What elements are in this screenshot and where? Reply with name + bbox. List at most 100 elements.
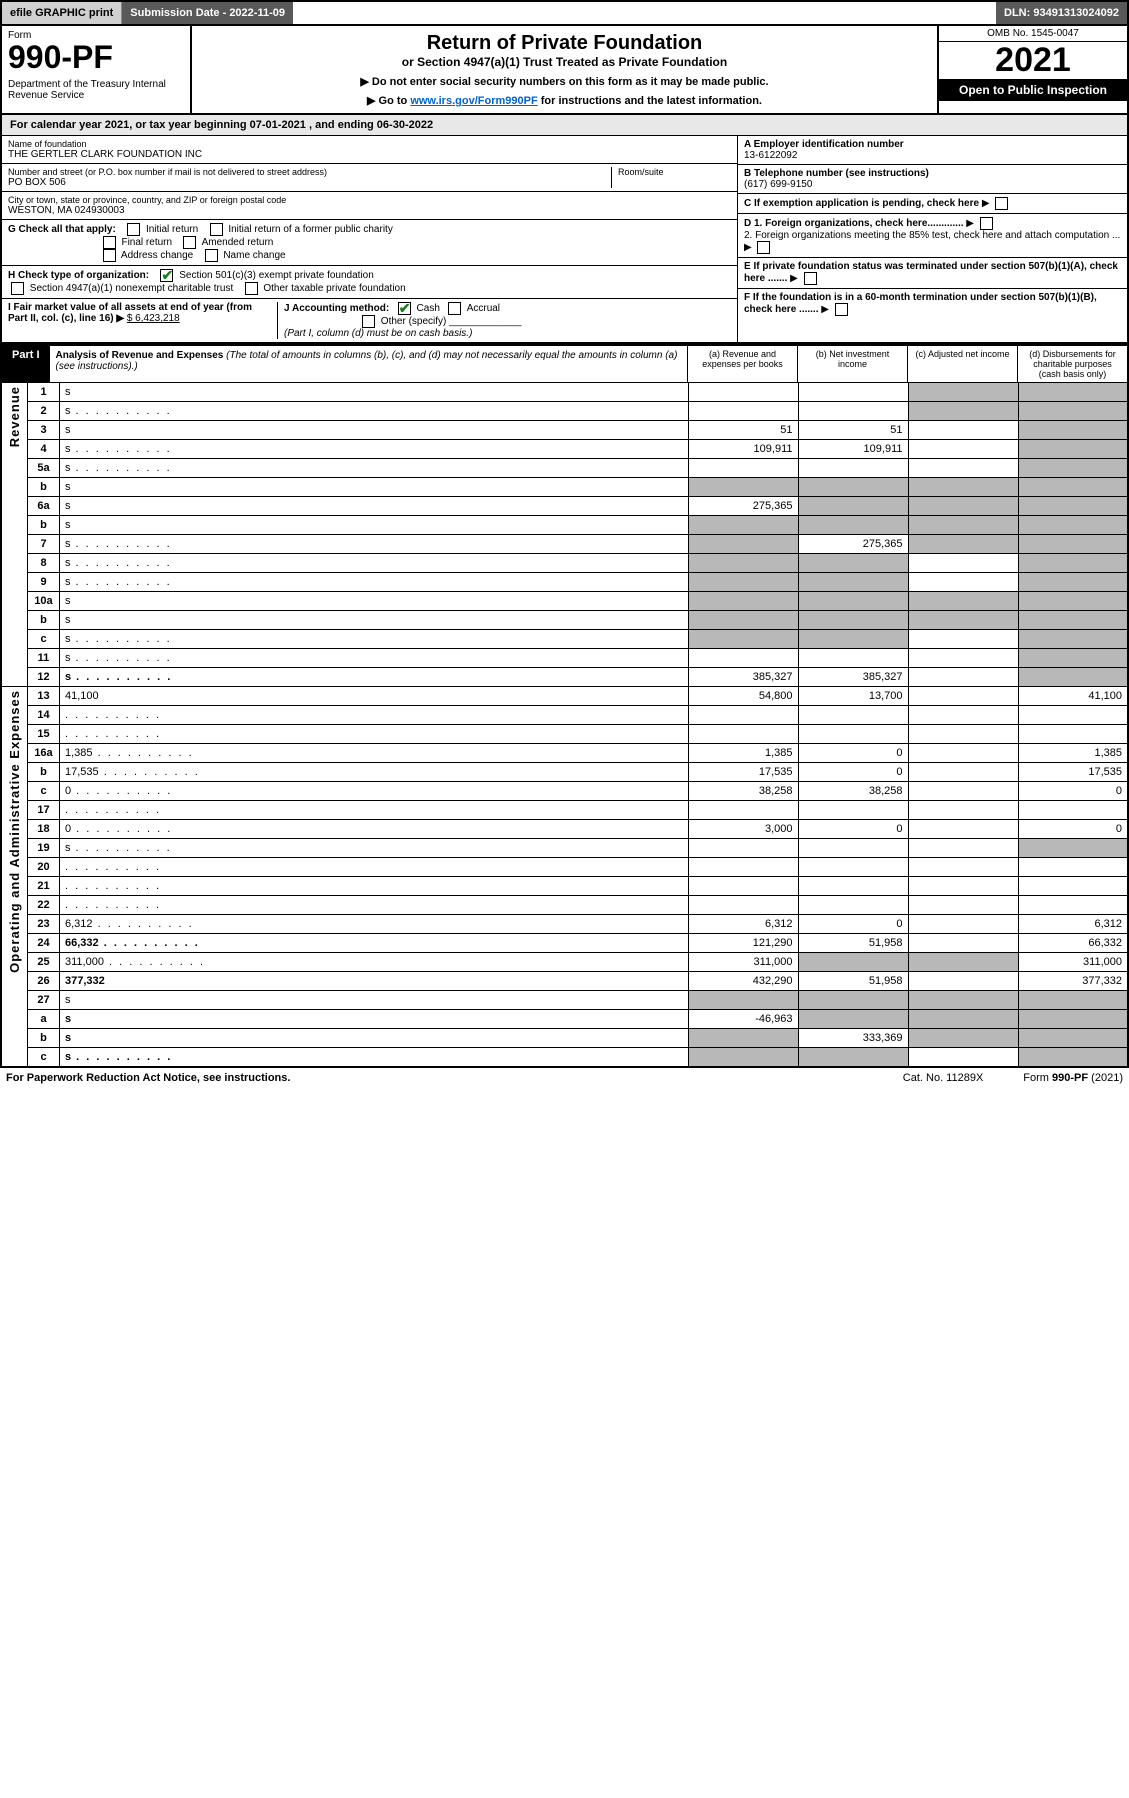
footer-right: Form 990-PF (2021) — [1023, 1072, 1123, 1084]
table-row: 19s — [1, 839, 1128, 858]
table-row: 20 — [1, 858, 1128, 877]
table-row: 1803,00000 — [1, 820, 1128, 839]
table-row: bs — [1, 516, 1128, 535]
chk-d2[interactable] — [757, 241, 770, 254]
chk-other-tax[interactable] — [245, 282, 258, 295]
chk-other-method[interactable] — [362, 315, 375, 328]
chk-initial-former[interactable] — [210, 223, 223, 236]
chk-501c3[interactable] — [160, 269, 173, 282]
room-label: Room/suite — [618, 167, 731, 177]
col-a-hdr: (a) Revenue and expenses per books — [687, 346, 797, 382]
chk-name[interactable] — [205, 249, 218, 262]
footer-left: For Paperwork Reduction Act Notice, see … — [6, 1072, 290, 1084]
table-row: bs — [1, 478, 1128, 497]
city-label: City or town, state or province, country… — [8, 195, 731, 205]
f-label: F If the foundation is in a 60-month ter… — [744, 292, 1097, 315]
h-label: H Check type of organization: — [8, 270, 149, 281]
chk-address[interactable] — [103, 249, 116, 262]
efile-print-btn[interactable]: efile GRAPHIC print — [2, 2, 122, 24]
addr-label: Number and street (or P.O. box number if… — [8, 167, 611, 177]
table-row: 21 — [1, 877, 1128, 896]
part1-table: Revenue1s2s3s51514s109,911109,9115asbs6a… — [0, 382, 1129, 1068]
col-b-hdr: (b) Net investment income — [797, 346, 907, 382]
table-row: 14 — [1, 706, 1128, 725]
table-row: 236,3126,31206,312 — [1, 915, 1128, 934]
table-row: 12s385,327385,327 — [1, 668, 1128, 687]
footer: For Paperwork Reduction Act Notice, see … — [0, 1068, 1129, 1088]
table-row: as-46,963 — [1, 1010, 1128, 1029]
c-label: C If exemption application is pending, c… — [744, 198, 979, 209]
table-row: 10as — [1, 592, 1128, 611]
d1-label: D 1. Foreign organizations, check here..… — [744, 218, 964, 229]
calendar-year-row: For calendar year 2021, or tax year begi… — [0, 115, 1129, 136]
table-row: bs333,369 — [1, 1029, 1128, 1048]
tel-val: (617) 699-9150 — [744, 179, 1121, 190]
chk-amended[interactable] — [183, 236, 196, 249]
table-row: 4s109,911109,911 — [1, 440, 1128, 459]
table-row: 17 — [1, 801, 1128, 820]
form-header: Form 990-PF Department of the Treasury I… — [0, 26, 1129, 115]
note-ssn: ▶ Do not enter social security numbers o… — [202, 75, 927, 88]
part1-title: Analysis of Revenue and Expenses — [56, 350, 224, 361]
table-row: b17,53517,535017,535 — [1, 763, 1128, 782]
table-row: c038,25838,2580 — [1, 782, 1128, 801]
chk-f[interactable] — [835, 303, 848, 316]
chk-accrual[interactable] — [448, 302, 461, 315]
name-label: Name of foundation — [8, 139, 731, 149]
dln: DLN: 93491313024092 — [996, 2, 1127, 24]
form-number: 990-PF — [8, 41, 184, 73]
col-c-hdr: (c) Adjusted net income — [907, 346, 1017, 382]
chk-c[interactable] — [995, 197, 1008, 210]
table-row: cs — [1, 1048, 1128, 1068]
table-row: 3s5151 — [1, 421, 1128, 440]
addr-val: PO BOX 506 — [8, 177, 611, 188]
dept: Department of the Treasury Internal Reve… — [8, 79, 184, 101]
footer-mid: Cat. No. 11289X — [903, 1072, 984, 1084]
city-val: WESTON, MA 024930003 — [8, 205, 731, 216]
table-row: bs — [1, 611, 1128, 630]
submission-date: Submission Date - 2022-11-09 — [122, 2, 293, 24]
form-title: Return of Private Foundation — [202, 32, 927, 55]
table-row: cs — [1, 630, 1128, 649]
part1-label: Part I — [2, 346, 50, 382]
table-row: 2s — [1, 402, 1128, 421]
table-row: 25311,000311,000311,000 — [1, 953, 1128, 972]
chk-final[interactable] — [103, 236, 116, 249]
table-row: 6as275,365 — [1, 497, 1128, 516]
chk-cash[interactable] — [398, 302, 411, 315]
irs-link[interactable]: www.irs.gov/Form990PF — [410, 95, 537, 107]
entity-info: Name of foundation THE GERTLER CLARK FOU… — [0, 136, 1129, 344]
note-link: ▶ Go to www.irs.gov/Form990PF for instru… — [202, 94, 927, 107]
ein-label: A Employer identification number — [744, 139, 1121, 150]
chk-4947[interactable] — [11, 282, 24, 295]
g-label: G Check all that apply: — [8, 224, 116, 235]
top-bar: efile GRAPHIC print Submission Date - 20… — [0, 0, 1129, 26]
form-subtitle: or Section 4947(a)(1) Trust Treated as P… — [202, 55, 927, 69]
tel-label: B Telephone number (see instructions) — [744, 168, 1121, 179]
table-row: 27s — [1, 991, 1128, 1010]
table-row: 11s — [1, 649, 1128, 668]
table-row: 26377,332432,29051,958377,332 — [1, 972, 1128, 991]
table-row: 5as — [1, 459, 1128, 478]
table-row: 7s275,365 — [1, 535, 1128, 554]
e-label: E If private foundation status was termi… — [744, 261, 1118, 284]
open-inspection: Open to Public Inspection — [939, 79, 1127, 101]
chk-initial[interactable] — [127, 223, 140, 236]
part1-header: Part I Analysis of Revenue and Expenses … — [0, 344, 1129, 382]
d2-label: 2. Foreign organizations meeting the 85%… — [744, 230, 1120, 241]
table-row: 8s — [1, 554, 1128, 573]
ein-val: 13-6122092 — [744, 150, 1121, 161]
table-row: 15 — [1, 725, 1128, 744]
table-row: 16a1,3851,38501,385 — [1, 744, 1128, 763]
omb: OMB No. 1545-0047 — [939, 26, 1127, 42]
foundation-name: THE GERTLER CLARK FOUNDATION INC — [8, 149, 731, 160]
chk-d1[interactable] — [980, 217, 993, 230]
tax-year: 2021 — [939, 42, 1127, 79]
i-val: $ 6,423,218 — [127, 313, 180, 324]
j-note: (Part I, column (d) must be on cash basi… — [284, 328, 472, 339]
table-row: Revenue1s — [1, 383, 1128, 402]
table-row: 22 — [1, 896, 1128, 915]
chk-e[interactable] — [804, 272, 817, 285]
j-label: J Accounting method: — [284, 303, 389, 314]
col-d-hdr: (d) Disbursements for charitable purpose… — [1017, 346, 1127, 382]
